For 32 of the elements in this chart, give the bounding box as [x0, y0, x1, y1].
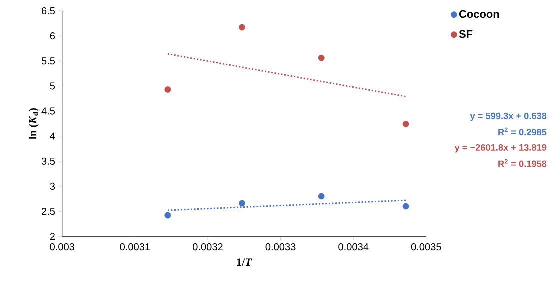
x-tick-label: 0.0033: [266, 243, 296, 250]
legend-label: Cocoon: [459, 10, 500, 18]
point: [164, 86, 172, 93]
point: [239, 200, 246, 206]
x-tick-label: 0.003: [50, 243, 74, 250]
text: R$^{2}$ = 0.2985: [498, 128, 547, 136]
y-tick-label: 5: [50, 82, 56, 90]
point: [318, 193, 325, 200]
y-tick-label: 2: [50, 232, 55, 240]
y-tick-label: 4: [50, 132, 56, 140]
point: [164, 212, 172, 219]
y-axis-title: ln (K$_{d}$): [28, 108, 39, 140]
y-tick-label: 2.5: [42, 208, 56, 215]
point: [402, 203, 410, 210]
x-tick-label: 0.0034: [338, 243, 369, 250]
y-tick-label: 6: [50, 32, 56, 40]
text: y = 599.3x + 0.638: [470, 112, 547, 121]
point: [402, 120, 410, 128]
x-tick-label: 0.0032: [193, 243, 223, 250]
text: R$^{2}$ = 0.1958: [498, 159, 547, 167]
y-tick-label: 6.5: [42, 7, 56, 14]
y-tick-label: 4.5: [42, 108, 56, 115]
y-tick-label: 5.5: [42, 57, 56, 64]
x-tick-label: 0.0035: [411, 243, 442, 250]
text: y = −2601.8x + 13.819: [454, 144, 547, 153]
y-tick-label: 3: [50, 182, 56, 190]
x-tick-label: 0.0031: [120, 243, 150, 250]
point: [318, 54, 325, 62]
x-axis-title: 1/T: [237, 258, 252, 266]
y-tick-label: 3.5: [42, 158, 56, 165]
point: [239, 24, 246, 31]
legend-label: SF: [459, 30, 473, 38]
